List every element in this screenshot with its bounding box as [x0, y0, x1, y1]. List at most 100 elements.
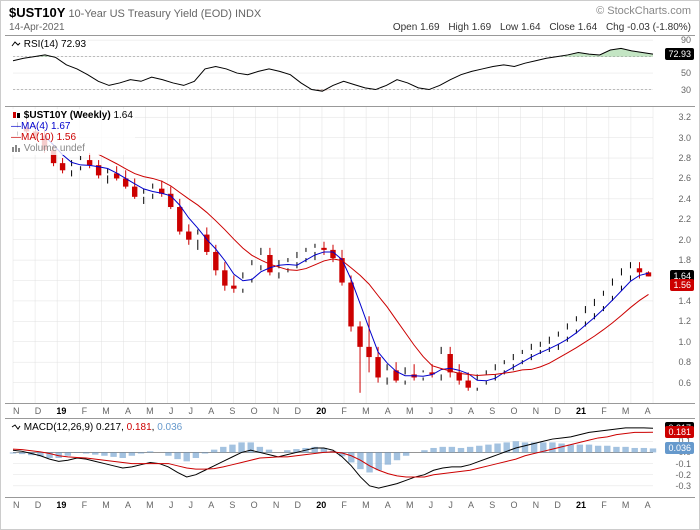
x-tick-label: M [622, 500, 630, 510]
x-tick-label: M [146, 500, 154, 510]
x-tick-label: O [251, 500, 258, 510]
rsi-value: 72.93 [61, 39, 86, 50]
index-tag: INDX [235, 8, 261, 20]
y-tick-label: 1.0 [678, 337, 691, 347]
x-tick-label: 19 [56, 500, 66, 510]
header-left: $UST10Y 10-Year US Treasury Yield (EOD) … [9, 5, 261, 20]
x-tick-label: A [385, 406, 391, 416]
y-tick-label: -0.3 [675, 481, 691, 491]
y-tick-label: 2.8 [678, 153, 691, 163]
low-label: Low [500, 22, 518, 33]
x-tick-label: A [208, 406, 214, 416]
attribution: © StockCharts.com [596, 5, 691, 20]
x-tick-label: S [229, 500, 235, 510]
price-symbol: $UST10Y (Weekly) [24, 110, 111, 121]
ma4-label: MA(4) [21, 121, 48, 132]
x-tick-label: N [533, 406, 540, 416]
x-tick-label: D [554, 406, 561, 416]
x-tick-label: F [341, 406, 347, 416]
volume-label: Volume undef [24, 143, 85, 154]
x-tick-label: D [295, 500, 302, 510]
close-value: 1.64 [578, 22, 597, 33]
macd-label: MACD(12,26,9) [24, 422, 93, 433]
chg-label: Chg [606, 22, 624, 33]
y-tick-label: 3.2 [678, 112, 691, 122]
x-tick-label: J [448, 500, 453, 510]
x-tick-label: O [510, 406, 517, 416]
x-tick-label: F [82, 500, 88, 510]
price-panel: $UST10Y (Weekly) 1.64 —MA(4) 1.67 —MA(10… [5, 106, 695, 403]
macd-value: 0.217 [96, 422, 121, 433]
y-tick-label: 2.6 [678, 173, 691, 183]
x-tick-label: M [406, 406, 414, 416]
rsi-name: RSI(14) [24, 39, 58, 50]
open-label: Open [393, 22, 417, 33]
x-tick-label: S [489, 500, 495, 510]
chart-header: $UST10Y 10-Year US Treasury Yield (EOD) … [1, 1, 699, 22]
x-tick-label: S [489, 406, 495, 416]
x-tick-label: M [102, 406, 110, 416]
x-tick-label: A [385, 500, 391, 510]
x-tick-label: F [601, 500, 607, 510]
y-tick-label: 0.6 [678, 378, 691, 388]
x-tick-label: D [35, 406, 42, 416]
ma10-label: MA(10) [21, 132, 54, 143]
x-axis-bottom: ND19FMAMJJASOND20FMAMJJASOND21FMA [5, 497, 695, 512]
y-tick-label: 0.8 [678, 357, 691, 367]
y-tick-label: 90 [681, 35, 691, 45]
y-tick-label: 2.4 [678, 194, 691, 204]
x-tick-label: M [406, 500, 414, 510]
rsi-label: RSI(14) 72.93 [9, 38, 88, 51]
x-tick-label: A [645, 500, 651, 510]
price-legend: $UST10Y (Weekly) 1.64 —MA(4) 1.67 —MA(10… [9, 109, 135, 155]
x-tick-label: 21 [576, 500, 586, 510]
x-tick-label: D [35, 500, 42, 510]
x-tick-label: N [533, 500, 540, 510]
macd-legend: MACD(12,26,9) 0.217, 0.181, 0.036 [9, 421, 184, 434]
price-y-axis: 0.60.81.01.21.41.61.82.02.22.42.62.83.03… [655, 107, 695, 403]
ohlc-values: Open 1.69 High 1.69 Low 1.64 Close 1.64 … [387, 22, 691, 33]
description: 10-Year US Treasury Yield (EOD) [68, 8, 231, 20]
y-tick-label: 30 [681, 85, 691, 95]
x-axis-top: ND19FMAMJJASOND20FMAMJJASOND21FMA [5, 403, 695, 418]
x-tick-label: S [229, 406, 235, 416]
x-tick-label: A [468, 406, 474, 416]
x-tick-label: 21 [576, 406, 586, 416]
x-tick-label: J [189, 500, 194, 510]
x-tick-label: A [125, 406, 131, 416]
x-tick-label: M [146, 406, 154, 416]
x-tick-label: J [189, 406, 194, 416]
rsi-plot [5, 36, 697, 106]
y-tick-label: 2.0 [678, 235, 691, 245]
ma4-value: 1.67 [51, 121, 70, 132]
x-tick-label: 20 [316, 406, 326, 416]
chart-date: 14-Apr-2021 [9, 22, 65, 33]
x-tick-label: J [429, 406, 434, 416]
x-tick-label: N [13, 406, 20, 416]
x-tick-label: F [601, 406, 607, 416]
chg-value: -0.03 (-1.80%) [627, 22, 691, 33]
macd-y-axis: -0.3-0.2-0.10.00.10.2170.1810.036 [655, 419, 695, 497]
macd-panel: MACD(12,26,9) 0.217, 0.181, 0.036 -0.3-0… [5, 418, 695, 497]
x-tick-label: D [554, 500, 561, 510]
high-label: High [448, 22, 469, 33]
hist-value: 0.036 [157, 422, 182, 433]
x-tick-label: M [102, 500, 110, 510]
x-tick-label: A [125, 500, 131, 510]
x-tick-label: A [468, 500, 474, 510]
x-tick-label: A [645, 406, 651, 416]
y-tick-label: 1.8 [678, 255, 691, 265]
open-value: 1.69 [420, 22, 439, 33]
signal-marker: 0.181 [665, 426, 694, 438]
x-tick-label: J [429, 500, 434, 510]
x-tick-label: N [13, 500, 20, 510]
y-tick-label: 50 [681, 68, 691, 78]
x-tick-label: M [622, 406, 630, 416]
x-tick-label: N [273, 406, 280, 416]
x-tick-label: M [362, 406, 370, 416]
x-tick-label: J [448, 406, 453, 416]
x-tick-label: 19 [56, 406, 66, 416]
rsi-y-axis: 3050709072.93 [655, 36, 695, 106]
x-tick-label: O [510, 500, 517, 510]
x-tick-label: O [251, 406, 258, 416]
